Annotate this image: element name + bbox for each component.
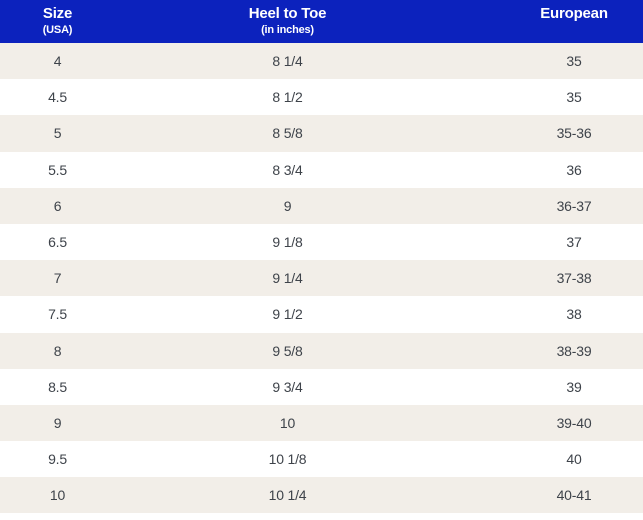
european-size-cell: 36 [566, 161, 582, 178]
heel-to-toe-cell: 8 3/4 [272, 161, 303, 178]
heel-to-toe-cell: 9 1/2 [272, 306, 303, 323]
usa-size-cell: 7.5 [48, 306, 67, 323]
column-subtitle-in-inches: (in inches) [261, 24, 314, 36]
usa-size-cell: 10 [49, 487, 66, 504]
european-size-cell: 39-40 [556, 414, 592, 431]
european-size-cell: 37 [566, 234, 582, 251]
column-title-european: European [540, 5, 608, 22]
european-size-cell: 35-36 [556, 125, 592, 142]
size-row: 8 9 5/8 38-39 [0, 332, 643, 369]
column-subtitle-usa: (USA) [42, 24, 73, 36]
size-row: 9.5 10 1/8 40 [0, 441, 643, 478]
size-row: 5.5 8 3/4 36 [0, 151, 643, 188]
european-size-cell: 35 [566, 53, 582, 70]
heel-to-toe-cell: 9 [283, 197, 292, 214]
heel-to-toe-cell: 9 1/4 [272, 270, 303, 287]
usa-size-cell: 5.5 [48, 161, 67, 178]
usa-size-cell: 8.5 [48, 378, 67, 395]
size-row: 4 8 1/4 35 [0, 43, 643, 80]
usa-size-cell: 5 [53, 125, 62, 142]
size-row: 6.5 9 1/8 37 [0, 223, 643, 261]
size-chart-header: Size (USA) Heel to Toe (in inches) Europ… [0, 0, 643, 43]
size-row: 7.5 9 1/2 38 [0, 296, 643, 333]
size-row: 5 8 5/8 35-36 [0, 115, 643, 152]
heel-to-toe-cell: 10 1/8 [268, 451, 307, 468]
european-size-cell: 37-38 [556, 270, 592, 287]
size-row: 7 9 1/4 37-38 [0, 260, 643, 297]
size-row: 10 10 1/4 40-41 [0, 477, 643, 514]
european-size-cell: 36-37 [556, 197, 592, 214]
heel-to-toe-cell: 8 5/8 [272, 125, 303, 142]
column-title-size: Size [42, 5, 73, 22]
usa-size-cell: 6 [53, 197, 62, 214]
heel-to-toe-cell: 8 1/4 [272, 53, 303, 70]
column-header-european: European [460, 0, 643, 43]
european-size-cell: 40 [566, 451, 582, 468]
heel-to-toe-cell: 8 1/2 [272, 89, 303, 106]
usa-size-cell: 9 [53, 414, 62, 431]
column-title-heel-to-toe: Heel to Toe [248, 5, 327, 22]
european-size-cell: 40-41 [556, 487, 592, 504]
usa-size-cell: 4 [53, 53, 62, 70]
size-row: 9 10 39-40 [0, 404, 643, 442]
european-size-cell: 38 [566, 306, 582, 323]
column-header-size-usa: Size (USA) [0, 0, 115, 43]
usa-size-cell: 8 [53, 342, 62, 359]
size-row: 8.5 9 3/4 39 [0, 368, 643, 405]
size-row: 6 9 36-37 [0, 187, 643, 224]
european-size-cell: 35 [566, 89, 582, 106]
usa-size-cell: 6.5 [48, 234, 67, 251]
heel-to-toe-cell: 9 3/4 [272, 378, 303, 395]
heel-to-toe-cell: 10 1/4 [268, 487, 307, 504]
heel-to-toe-cell: 10 [279, 414, 296, 431]
european-size-cell: 38-39 [556, 342, 592, 359]
usa-size-cell: 9.5 [48, 451, 67, 468]
usa-size-cell: 4.5 [48, 89, 67, 106]
size-row: 4.5 8 1/2 35 [0, 79, 643, 116]
heel-to-toe-cell: 9 1/8 [272, 234, 303, 251]
usa-size-cell: 7 [53, 270, 62, 287]
column-header-heel-to-toe: Heel to Toe (in inches) [115, 0, 460, 43]
european-size-cell: 39 [566, 378, 582, 395]
heel-to-toe-cell: 9 5/8 [272, 342, 303, 359]
size-chart-body: 4 8 1/4 35 4.5 8 1/2 35 5 8 5/8 35-36 5.… [0, 43, 643, 514]
